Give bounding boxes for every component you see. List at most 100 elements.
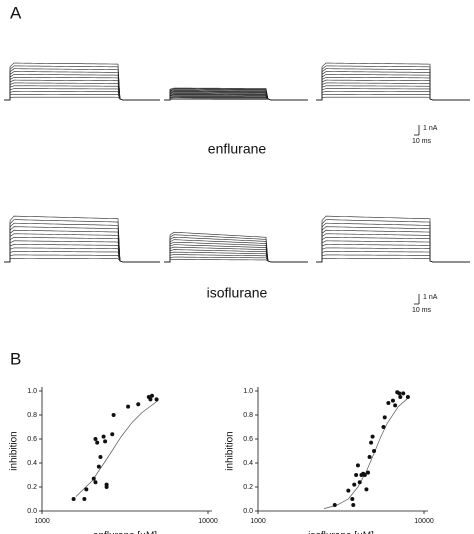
data-point [82, 497, 87, 501]
current-trace [4, 62, 160, 101]
current-trace [164, 95, 308, 101]
current-trace [316, 247, 470, 263]
current-trace [4, 94, 160, 101]
y-axis-label: inhibition [225, 431, 236, 470]
current-trace [4, 88, 160, 101]
current-trace [316, 96, 470, 101]
current-trace [164, 87, 308, 101]
current-trace [164, 92, 308, 101]
current-trace [316, 71, 470, 101]
data-point [370, 434, 375, 439]
current-trace [164, 96, 308, 101]
data-point [357, 480, 362, 485]
current-trace [164, 244, 308, 263]
current-trace [316, 91, 470, 101]
current-trace [164, 259, 308, 263]
current-trace [4, 247, 160, 263]
trace-group [4, 62, 160, 101]
current-trace [316, 85, 470, 101]
current-trace [316, 68, 470, 101]
current-trace [164, 254, 308, 263]
current-trace [164, 251, 308, 263]
current-trace [316, 215, 470, 263]
current-trace [164, 91, 308, 101]
data-point [364, 487, 369, 492]
trace-group [316, 62, 470, 101]
current-trace [4, 222, 160, 263]
data-point [390, 398, 395, 403]
current-trace [164, 98, 308, 101]
data-point [386, 401, 391, 405]
current-trace [164, 90, 308, 101]
x-axis-label: enflurane [µM] [93, 531, 157, 534]
data-point [393, 403, 398, 408]
current-trace [316, 222, 470, 263]
current-trace [164, 241, 308, 263]
current-trace [4, 254, 160, 263]
fit-curve [75, 400, 159, 497]
y-tick-label: 0.8 [243, 412, 253, 419]
y-tick-label: 0.2 [243, 484, 253, 491]
trace-group [4, 215, 160, 263]
data-point [354, 473, 359, 477]
data-point [382, 415, 387, 420]
current-trace [316, 79, 470, 101]
current-trace [4, 74, 160, 101]
data-point [98, 455, 103, 459]
current-trace [4, 251, 160, 263]
current-trace [164, 256, 308, 263]
current-trace [4, 96, 160, 101]
current-trace [164, 95, 308, 101]
scale-bar [414, 125, 420, 305]
panel-label: B [10, 349, 21, 368]
current-trace [4, 215, 160, 263]
current-trace [164, 246, 308, 263]
data-point [350, 497, 355, 501]
data-point [372, 449, 377, 453]
current-trace [164, 89, 308, 101]
current-trace [4, 65, 160, 101]
y-tick-label: 0.4 [27, 460, 37, 467]
data-point [84, 487, 89, 492]
current-trace [164, 249, 308, 263]
current-trace [164, 93, 308, 101]
data-point [154, 397, 159, 402]
current-trace [164, 88, 308, 101]
y-tick-label: 1.0 [27, 388, 37, 395]
current-trace [164, 92, 308, 101]
current-trace [4, 240, 160, 263]
current-trace [4, 91, 160, 101]
y-tick-label: 0.6 [27, 436, 37, 443]
current-trace [164, 98, 308, 101]
data-point [351, 503, 356, 507]
data-point [104, 485, 109, 489]
x-tick-label: 10000 [198, 518, 218, 525]
data-point [362, 473, 367, 477]
current-trace [4, 233, 160, 263]
x-tick-label: 1000 [250, 518, 266, 525]
panel-label: A [10, 3, 22, 22]
y-tick-label: 0.2 [27, 484, 37, 491]
trace-group [316, 215, 470, 263]
data-point [126, 404, 131, 409]
current-trace [316, 258, 470, 263]
current-trace [4, 229, 160, 263]
current-trace [4, 82, 160, 101]
trace-group [164, 87, 308, 101]
data-point [405, 395, 410, 399]
data-point [369, 440, 374, 445]
current-trace [316, 236, 470, 263]
data-point [110, 432, 115, 437]
data-point [398, 395, 403, 399]
current-trace [164, 231, 308, 263]
data-point [346, 488, 351, 493]
current-trace [316, 76, 470, 101]
current-trace [164, 239, 308, 263]
data-point [332, 503, 337, 507]
current-trace [316, 233, 470, 263]
data-point [397, 391, 402, 396]
scale-label: 10 ms [412, 138, 432, 145]
data-point [136, 402, 141, 407]
current-trace [316, 88, 470, 101]
